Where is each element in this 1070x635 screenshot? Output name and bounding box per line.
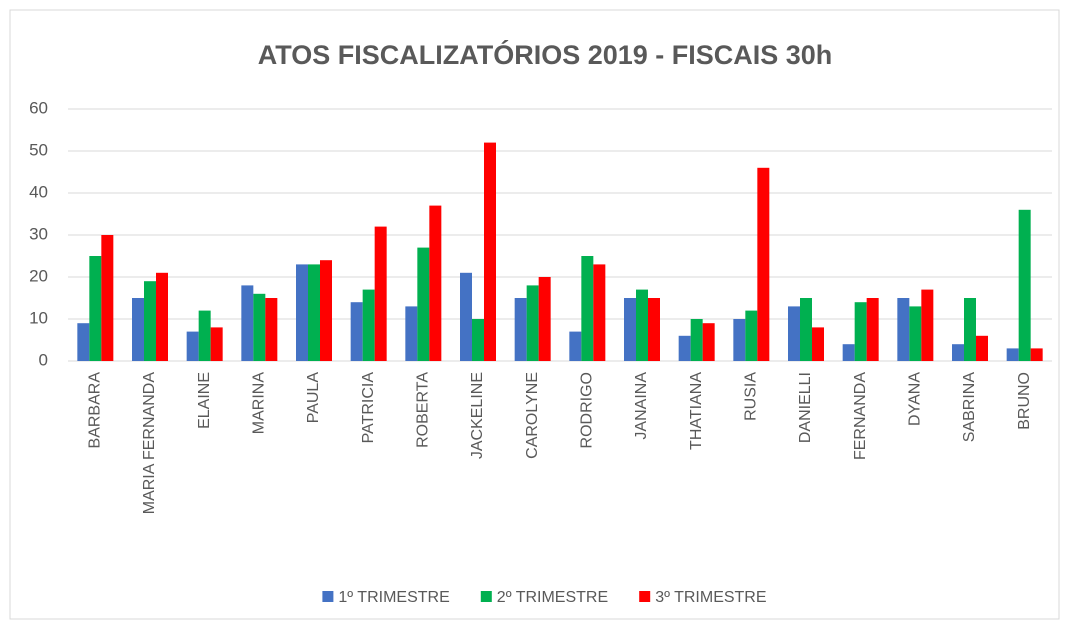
bar [362, 289, 375, 361]
x-tick-label: DYANA [907, 372, 924, 426]
x-tick-label: DANIELLI [797, 372, 814, 443]
bar [569, 331, 582, 361]
bar [678, 335, 691, 361]
bar [921, 289, 934, 361]
bar [690, 319, 703, 361]
bar [417, 247, 430, 361]
x-tick-label: SABRINA [961, 372, 978, 443]
bar [854, 302, 867, 361]
x-tick-label: CAROLYNE [524, 372, 541, 459]
bar [350, 302, 363, 361]
bar [581, 256, 594, 361]
y-tick-label: 20 [29, 266, 48, 285]
y-tick-label: 60 [29, 98, 48, 117]
bar [757, 167, 770, 361]
bar [593, 264, 606, 361]
x-tick-label: MARINA [251, 372, 268, 435]
x-tick-label: FERNANDA [852, 372, 869, 460]
bar [702, 323, 715, 361]
bar [812, 327, 824, 361]
x-tick-label: PATRICIA [360, 372, 377, 444]
bar [866, 298, 879, 361]
x-tick-label: JACKELINE [469, 372, 486, 459]
legend-label: 2º TRIMESTRE [497, 589, 608, 606]
y-tick-label: 10 [29, 308, 48, 327]
legend-swatch [322, 591, 334, 602]
bar [624, 298, 636, 361]
x-tick-label: RUSIA [743, 372, 760, 421]
y-tick-label: 30 [29, 224, 48, 243]
bar [800, 298, 812, 361]
y-tick-label: 0 [39, 350, 48, 369]
bar [514, 298, 527, 361]
bar [1030, 348, 1043, 361]
bar [733, 319, 746, 361]
x-tick-label: BARBARA [87, 372, 104, 449]
bar [472, 319, 484, 361]
bar [156, 272, 168, 361]
bar [964, 298, 976, 361]
bar [308, 264, 320, 361]
bar [909, 306, 922, 361]
bar [77, 323, 90, 361]
legend-swatch [639, 591, 651, 602]
bar [538, 277, 551, 361]
bar [265, 298, 278, 361]
bar [976, 335, 988, 361]
y-tick-label: 50 [29, 140, 48, 159]
bar [374, 226, 387, 361]
bar [241, 285, 254, 361]
x-tick-label: ELAINE [196, 372, 213, 429]
bar [526, 285, 539, 361]
legend-label: 3º TRIMESTRE [655, 589, 766, 606]
bar [788, 306, 800, 361]
bar [210, 327, 223, 361]
bar [89, 256, 102, 361]
bar [253, 293, 266, 361]
x-tick-label: MARIA FERNANDA [141, 372, 158, 515]
bar [296, 264, 308, 361]
legend-swatch [480, 591, 492, 602]
bar [952, 344, 964, 361]
bar [429, 205, 442, 361]
bar [405, 306, 418, 361]
bar [648, 298, 660, 361]
bar [460, 272, 472, 361]
y-tick-label: 40 [29, 182, 48, 201]
x-tick-label: JANAINA [633, 372, 650, 440]
chart-title: ATOS FISCALIZATÓRIOS 2019 - FISCAIS 30h [258, 39, 833, 70]
x-tick-label: THATIANA [688, 372, 705, 450]
bar [144, 281, 156, 361]
x-tick-label: BRUNO [1016, 372, 1033, 430]
bar [132, 298, 144, 361]
x-tick-label: PAULA [305, 372, 322, 424]
bar [484, 142, 496, 361]
bar [1006, 348, 1019, 361]
bar [636, 289, 648, 361]
bar [198, 310, 211, 361]
bar [1018, 209, 1031, 361]
x-tick-label: ROBERTA [415, 372, 432, 448]
bar [897, 298, 910, 361]
legend-label: 1º TRIMESTRE [338, 589, 449, 606]
bar [745, 310, 758, 361]
bar [320, 260, 332, 361]
x-tick-label: RODRIGO [579, 372, 596, 448]
bar [842, 344, 855, 361]
bar [186, 331, 199, 361]
bar [101, 235, 114, 361]
